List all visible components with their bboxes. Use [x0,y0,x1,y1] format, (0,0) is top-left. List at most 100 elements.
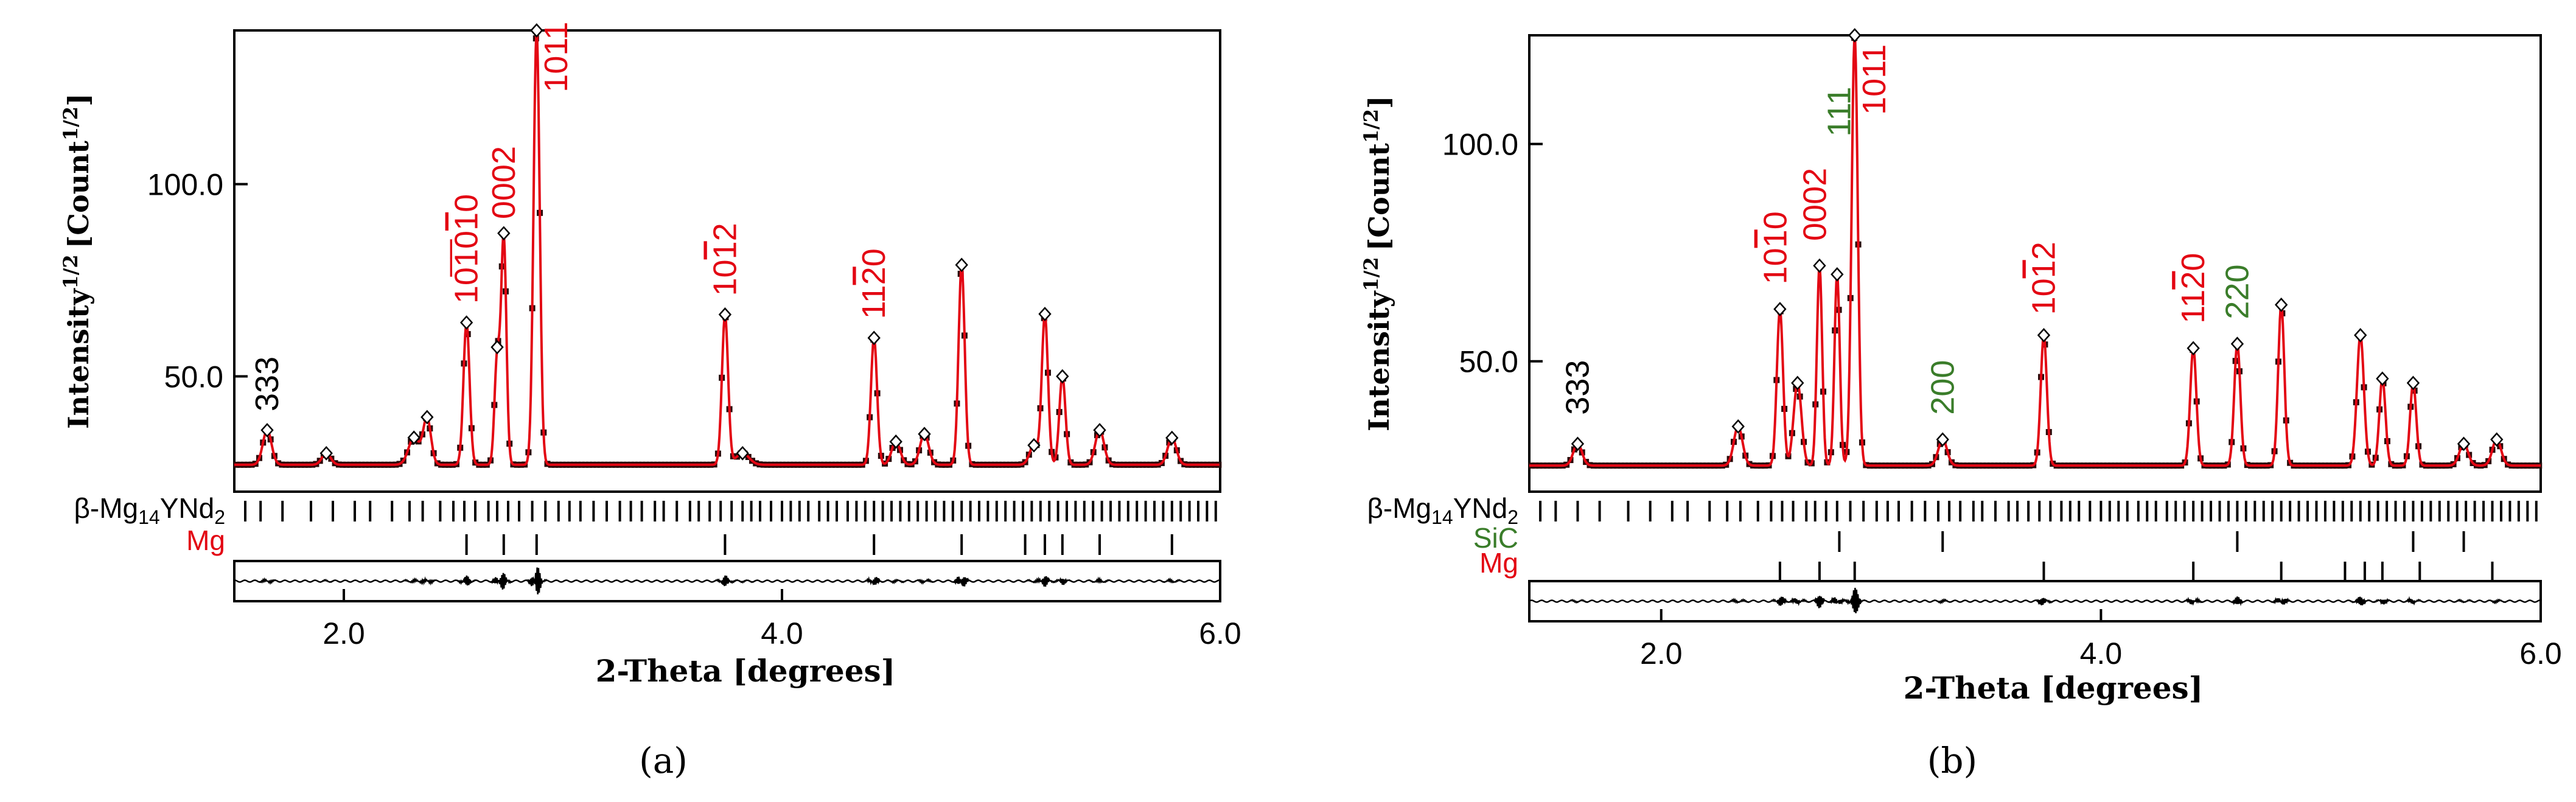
peak-label-index: 11 [856,285,892,319]
peak-marker [407,430,421,445]
peak-marker [2187,341,2200,356]
y-axis-label-sup: 1/2 [1360,109,1383,143]
y-axis-label-close: ] [62,93,95,106]
peak-label-index: 10̅1̅0 [449,231,485,304]
y-tick-label: 50.0 [164,360,223,394]
peak-label: 1012 [2025,242,2062,315]
y-axis-label-sup: 1/2 [1360,257,1383,291]
peak-label-index: 0 [2175,253,2211,271]
peak-label: 220 [2219,264,2255,319]
x-axis-label: 2-Theta [degrees] [596,653,896,689]
y-axis-label-main: Intensity [62,288,95,429]
peak-label-bar-index: 1 [2025,260,2062,278]
y-axis-label-unit: [Count [62,140,95,248]
y-tick-label: 50.0 [1459,345,1518,379]
peak-marker [736,445,749,461]
peak-marker [1848,28,1862,43]
peak-marker [955,257,968,273]
x-tick-label: 4.0 [761,616,803,650]
difference-curve [234,567,1220,595]
phase-label-sub: 2 [214,506,225,528]
peak-label: 0002 [1797,168,1834,241]
peak-marker [490,340,504,355]
peak-marker [1027,438,1041,453]
peak-label: 333 [1559,360,1596,415]
peak-label: 333 [249,357,285,411]
peak-marker [918,427,931,442]
phase-label-sub: 2 [1507,506,1518,528]
peak-marker [2457,436,2471,452]
x-tick-label: 2.0 [1640,636,1683,671]
y-axis-label-sup: 1/2 [59,254,82,288]
peak-marker [2230,336,2244,352]
peak-label-bar-index: 2 [856,267,892,285]
peak-label-index: 11 [2175,290,2211,324]
peak-label-bar-index: 2 [2175,271,2211,290]
phase-label-name: SiC [1473,522,1518,554]
phase-label: β-Mg14YNd2 [74,492,225,528]
peak-marker [1813,258,1826,273]
phase-label-sub: 14 [1431,506,1453,528]
peak-marker [1791,375,1804,391]
phase-label-mid: YNd [1453,492,1507,524]
x-tick-label: 6.0 [2519,636,2562,671]
peak-marker [260,423,274,438]
phase-label-mid: YNd [160,492,214,524]
peak-marker [1831,267,1844,282]
panel-caption: (a) [639,740,688,781]
peak-marker [2490,432,2504,447]
y-axis-label-close: ] [1363,96,1395,109]
peak-marker [2376,371,2389,386]
peak-label-bar-index: 1 [707,241,743,259]
phase-label-name: Mg [186,525,225,556]
peak-label: 10̅1̅010 [449,194,485,304]
phase-label-name: β-Mg [74,492,138,524]
phase-label: β-Mg14YNd2 [1367,492,1518,528]
peak-label-index: 1 [538,22,574,40]
difference-frame [1528,580,2542,622]
peak-marker [530,23,543,38]
peak-label: 200 [1924,360,1961,415]
peak-marker [867,330,881,346]
peak-label-index: 0 [1757,211,1794,229]
peak-label: 1011 [538,22,574,92]
peak-marker [319,445,333,461]
peak-marker [1731,419,1745,434]
y-axis-label: Intensity1/2[Count1/2] [1360,96,1395,431]
peak-label-index: 2 [707,223,743,241]
x-tick-label: 4.0 [2080,636,2123,671]
peak-marker [2274,297,2288,312]
peak-label-index: 10 [1856,78,1893,115]
peak-label: 111 [1821,86,1857,136]
peak-label: 1120 [2175,253,2211,324]
peak-marker [1571,436,1585,452]
peak-label: 1012 [707,223,743,296]
peak-marker [1165,430,1179,445]
calculated-profile-line [1529,37,2541,467]
peak-label-index: 10 [538,56,574,92]
peak-marker [889,434,902,449]
y-tick-label: 100.0 [1442,128,1518,162]
peak-marker [421,410,434,425]
peak-label-bar-index: 1 [1856,61,1893,78]
phase-label-name: β-Mg [1367,492,1431,524]
peak-label-index: 0 [449,194,485,212]
peak-label-index: 2 [2025,242,2062,260]
peak-label: 1011 [1856,44,1893,115]
peak-label-bar-index: 1 [449,212,485,231]
peak-marker [459,315,473,330]
peak-marker [1936,432,1949,447]
difference-curve [1529,587,2541,613]
plot-frame [1528,34,2542,493]
calculated-profile-line [234,31,1220,466]
phase-label: Mg [186,525,225,556]
peak-label: 1010 [1757,211,1794,284]
peak-marker [497,226,511,241]
y-axis-label: Intensity1/2[Count1/2] [59,93,95,429]
peak-label: 0002 [486,146,522,219]
x-tick-label: 6.0 [1199,616,1241,650]
y-axis-label-sup: 1/2 [59,106,82,141]
